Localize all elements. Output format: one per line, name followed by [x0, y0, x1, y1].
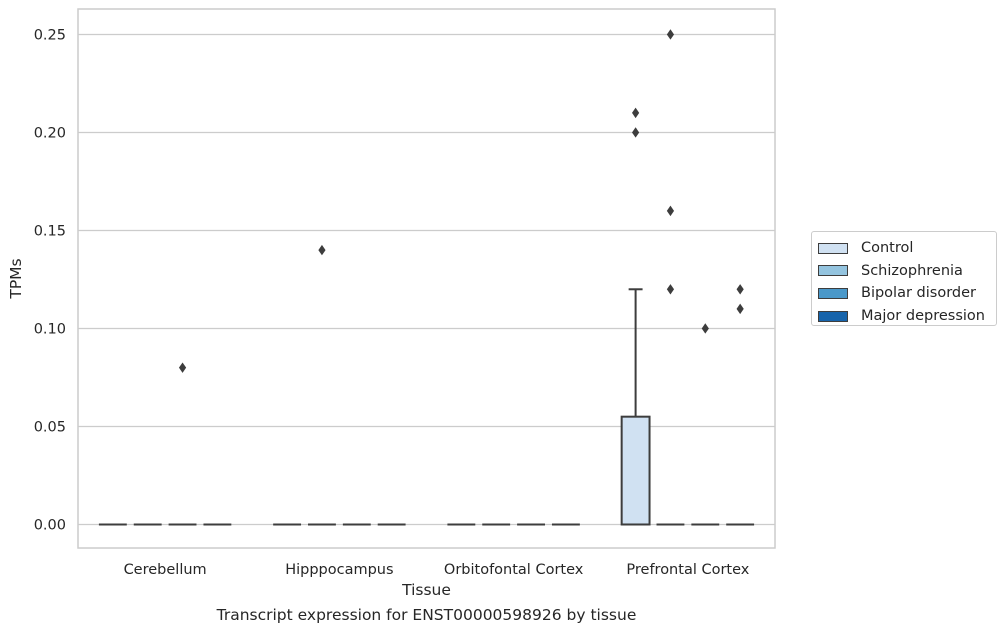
x-tick-label: Cerebellum [124, 562, 207, 578]
x-axis-label: Tissue [401, 581, 451, 599]
legend-swatch-schizophrenia [818, 265, 848, 277]
outlier-point [736, 303, 744, 315]
legend-swatch-control [818, 242, 848, 254]
y-tick-label: 0.10 [34, 321, 66, 337]
plot-frame [77, 8, 776, 549]
legend-item-major-depression: Major depression [818, 305, 996, 328]
legend: Control Schizophrenia Bipolar disorder M… [811, 231, 997, 326]
box-major-depression-prefrontal-cortex [726, 284, 755, 526]
x-tick-label: Prefrontal Cortex [626, 562, 749, 578]
outlier-point [666, 284, 675, 295]
x-tick-label: Orbitofontal Cortex [444, 562, 584, 578]
outlier-point [318, 244, 326, 256]
outlier-point [632, 127, 640, 138]
outlier-point [666, 29, 675, 40]
box-bipolar-disorder-cerebellum [168, 362, 197, 526]
y-tick-label: 0.05 [34, 419, 66, 435]
outlier-point [632, 107, 640, 119]
y-axis-label: TPMs [7, 258, 25, 299]
outlier-point [701, 323, 709, 334]
outlier-point [736, 284, 744, 295]
box-schizophrenia-prefrontal-cortex [656, 29, 685, 526]
legend-item-schizophrenia: Schizophrenia [818, 260, 996, 283]
y-tick-label: 0.15 [34, 223, 66, 239]
legend-label-bipolar-disorder: Bipolar disorder [861, 285, 976, 302]
box-control-prefrontal-cortex [620, 107, 651, 526]
y-tick-label: 0.20 [34, 125, 66, 141]
y-tick-label: 0.25 [34, 27, 66, 43]
legend-swatch-bipolar-disorder [818, 287, 848, 299]
box-body [620, 415, 651, 526]
outlier-point [178, 362, 187, 373]
legend-item-bipolar-disorder: Bipolar disorder [818, 282, 996, 305]
box-bipolar-disorder-prefrontal-cortex [691, 323, 720, 526]
chart-caption: Transcript expression for ENST0000059892… [216, 606, 637, 624]
legend-label-control: Control [861, 240, 914, 257]
legend-swatch-major-depression [818, 310, 848, 322]
y-tick-label: 0.00 [34, 517, 66, 533]
legend-label-schizophrenia: Schizophrenia [861, 262, 963, 279]
x-tick-label: Hipppocampus [285, 562, 393, 578]
outlier-point [666, 205, 675, 217]
legend-label-major-depression: Major depression [861, 308, 985, 325]
box-schizophrenia-hipppocampus [308, 244, 336, 526]
legend-item-control: Control [818, 237, 996, 260]
